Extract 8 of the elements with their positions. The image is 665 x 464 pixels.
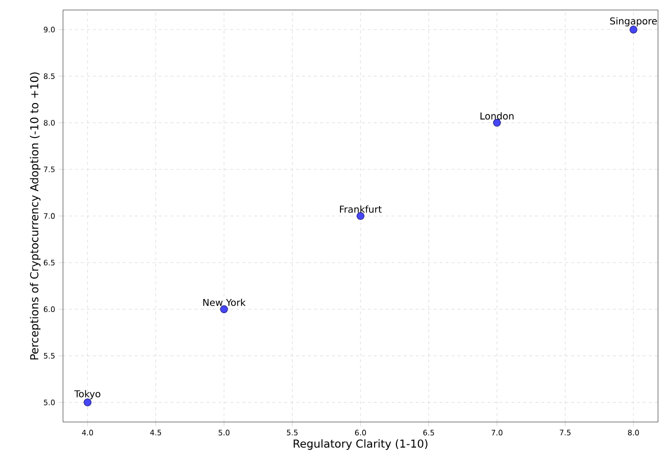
annotation: London <box>480 112 514 120</box>
annotation: Singapore <box>610 17 657 26</box>
annotation: Tokyo <box>74 390 100 400</box>
y-axis-title: Perceptions of Cryptocurrency Adoption (-10 to +10) <box>30 72 41 360</box>
x-axis-title: Regulatory Clarity (1-10) <box>294 439 428 450</box>
annotation: Frankfurt <box>340 205 382 213</box>
annotation: New York <box>203 298 246 306</box>
point <box>220 305 228 314</box>
